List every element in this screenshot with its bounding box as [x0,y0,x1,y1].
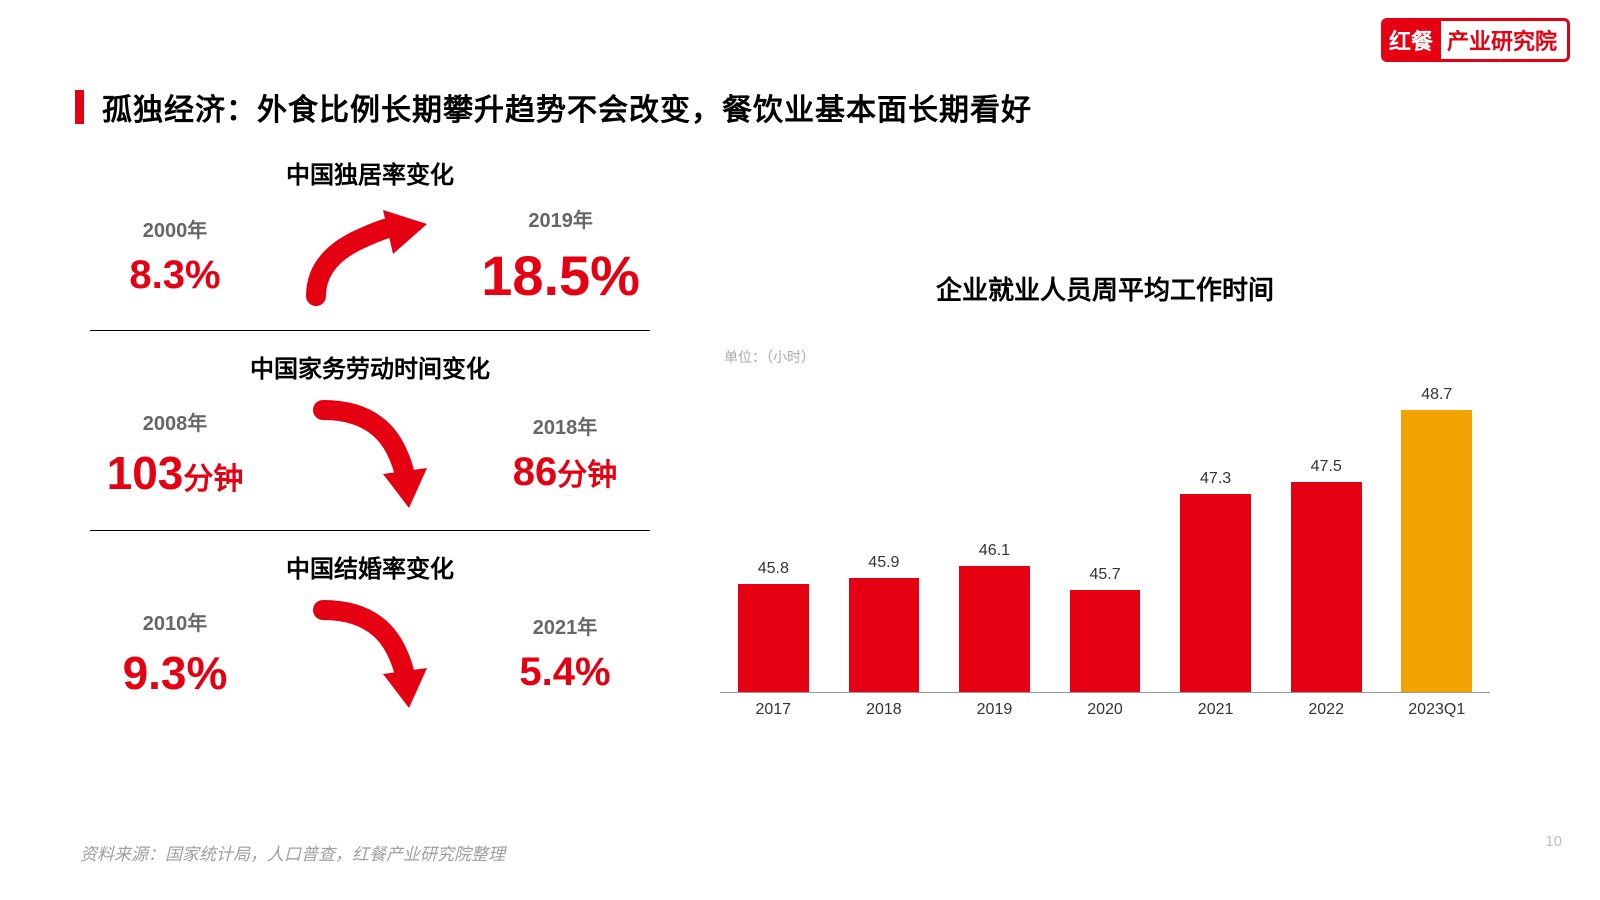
logo-badge: 红餐 [1381,18,1441,62]
work-hours-chart: 企业就业人员周平均工作时间 单位：（小时） 45.8 45.9 46.1 45.… [720,270,1490,719]
bar-2017: 45.8 [728,560,819,692]
bar-rect [1291,482,1362,692]
x-tick-label: 2023Q1 [1391,701,1482,719]
bar-2021: 47.3 [1170,470,1261,692]
chart-title: 企业就业人员周平均工作时间 [720,270,1490,307]
bar-rect [1070,590,1141,692]
stat-left-value: 2008年103分钟 [100,407,250,500]
x-tick-label: 2020 [1060,701,1151,719]
slide-title: 孤独经济：外食比例长期攀升趋势不会改变，餐饮业基本面长期看好 [102,85,1032,129]
x-tick-label: 2017 [728,701,819,719]
divider [90,330,650,331]
bar-value-label: 45.8 [758,560,789,578]
x-tick-label: 2022 [1281,701,1372,719]
bar-rect [1401,410,1472,692]
x-tick-label: 2019 [949,701,1040,719]
left-stats-column: 中国独居率变化 2000年8.3% 2019年18.5% 中国家务劳动时间变化 … [90,155,650,724]
x-tick-label: 2018 [839,701,930,719]
bar-2018: 45.9 [839,554,930,692]
bar-rect [849,578,920,692]
bar-value-label: 45.7 [1089,566,1120,584]
x-tick-label: 2021 [1170,701,1261,719]
stat-left-value: 2010年9.3% [100,607,250,700]
stat-block-2: 中国结婚率变化 2010年9.3% 2021年5.4% [90,549,650,724]
bar-value-label: 47.3 [1200,470,1231,488]
bar-value-label: 47.5 [1311,458,1342,476]
bar-rect [1180,494,1251,692]
chart-unit-label: 单位：（小时） [724,347,1490,367]
slide-title-row: 孤独经济：外食比例长期攀升趋势不会改变，餐饮业基本面长期看好 [75,85,1032,129]
logo-text: 产业研究院 [1441,18,1570,62]
stat-block-title: 中国独居率变化 [90,155,650,190]
bar-rect [959,566,1030,692]
stat-right-value: 2021年5.4% [490,611,640,695]
bar-2023Q1: 48.7 [1391,386,1482,692]
bar-2022: 47.5 [1281,458,1372,692]
stat-left-value: 2000年8.3% [100,214,250,298]
arrow-up-icon [301,206,431,306]
arrow-down-icon [305,598,435,708]
bar-value-label: 45.9 [868,554,899,572]
brand-logo: 红餐 产业研究院 [1381,18,1570,62]
divider [90,530,650,531]
bar-value-label: 46.1 [979,542,1010,560]
bar-rect [738,584,809,692]
bar-2019: 46.1 [949,542,1040,692]
bar-2020: 45.7 [1060,566,1151,692]
bar-value-label: 48.7 [1421,386,1452,404]
chart-x-axis: 2017 2018 2019 2020 2021 2022 2023Q1 [720,693,1490,719]
stat-block-0: 中国独居率变化 2000年8.3% 2019年18.5% [90,155,650,324]
stat-block-title: 中国家务劳动时间变化 [90,349,650,384]
stat-block-title: 中国结婚率变化 [90,549,650,584]
chart-plot-area: 45.8 45.9 46.1 45.7 47.3 47.5 48.7 [720,373,1490,693]
arrow-down-icon [305,398,435,508]
stat-block-1: 中国家务劳动时间变化 2008年103分钟 2018年86分钟 [90,349,650,524]
page-number: 10 [1545,833,1562,850]
title-accent-bar [75,90,84,124]
stat-right-value: 2019年18.5% [481,204,640,308]
slide: 红餐 产业研究院 孤独经济：外食比例长期攀升趋势不会改变，餐饮业基本面长期看好 … [0,0,1600,900]
source-citation: 资料来源：国家统计局，人口普查，红餐产业研究院整理 [80,840,505,865]
stat-right-value: 2018年86分钟 [490,411,640,495]
